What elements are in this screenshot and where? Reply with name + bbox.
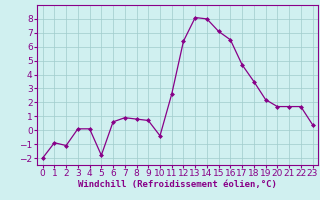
X-axis label: Windchill (Refroidissement éolien,°C): Windchill (Refroidissement éolien,°C) bbox=[78, 180, 277, 189]
